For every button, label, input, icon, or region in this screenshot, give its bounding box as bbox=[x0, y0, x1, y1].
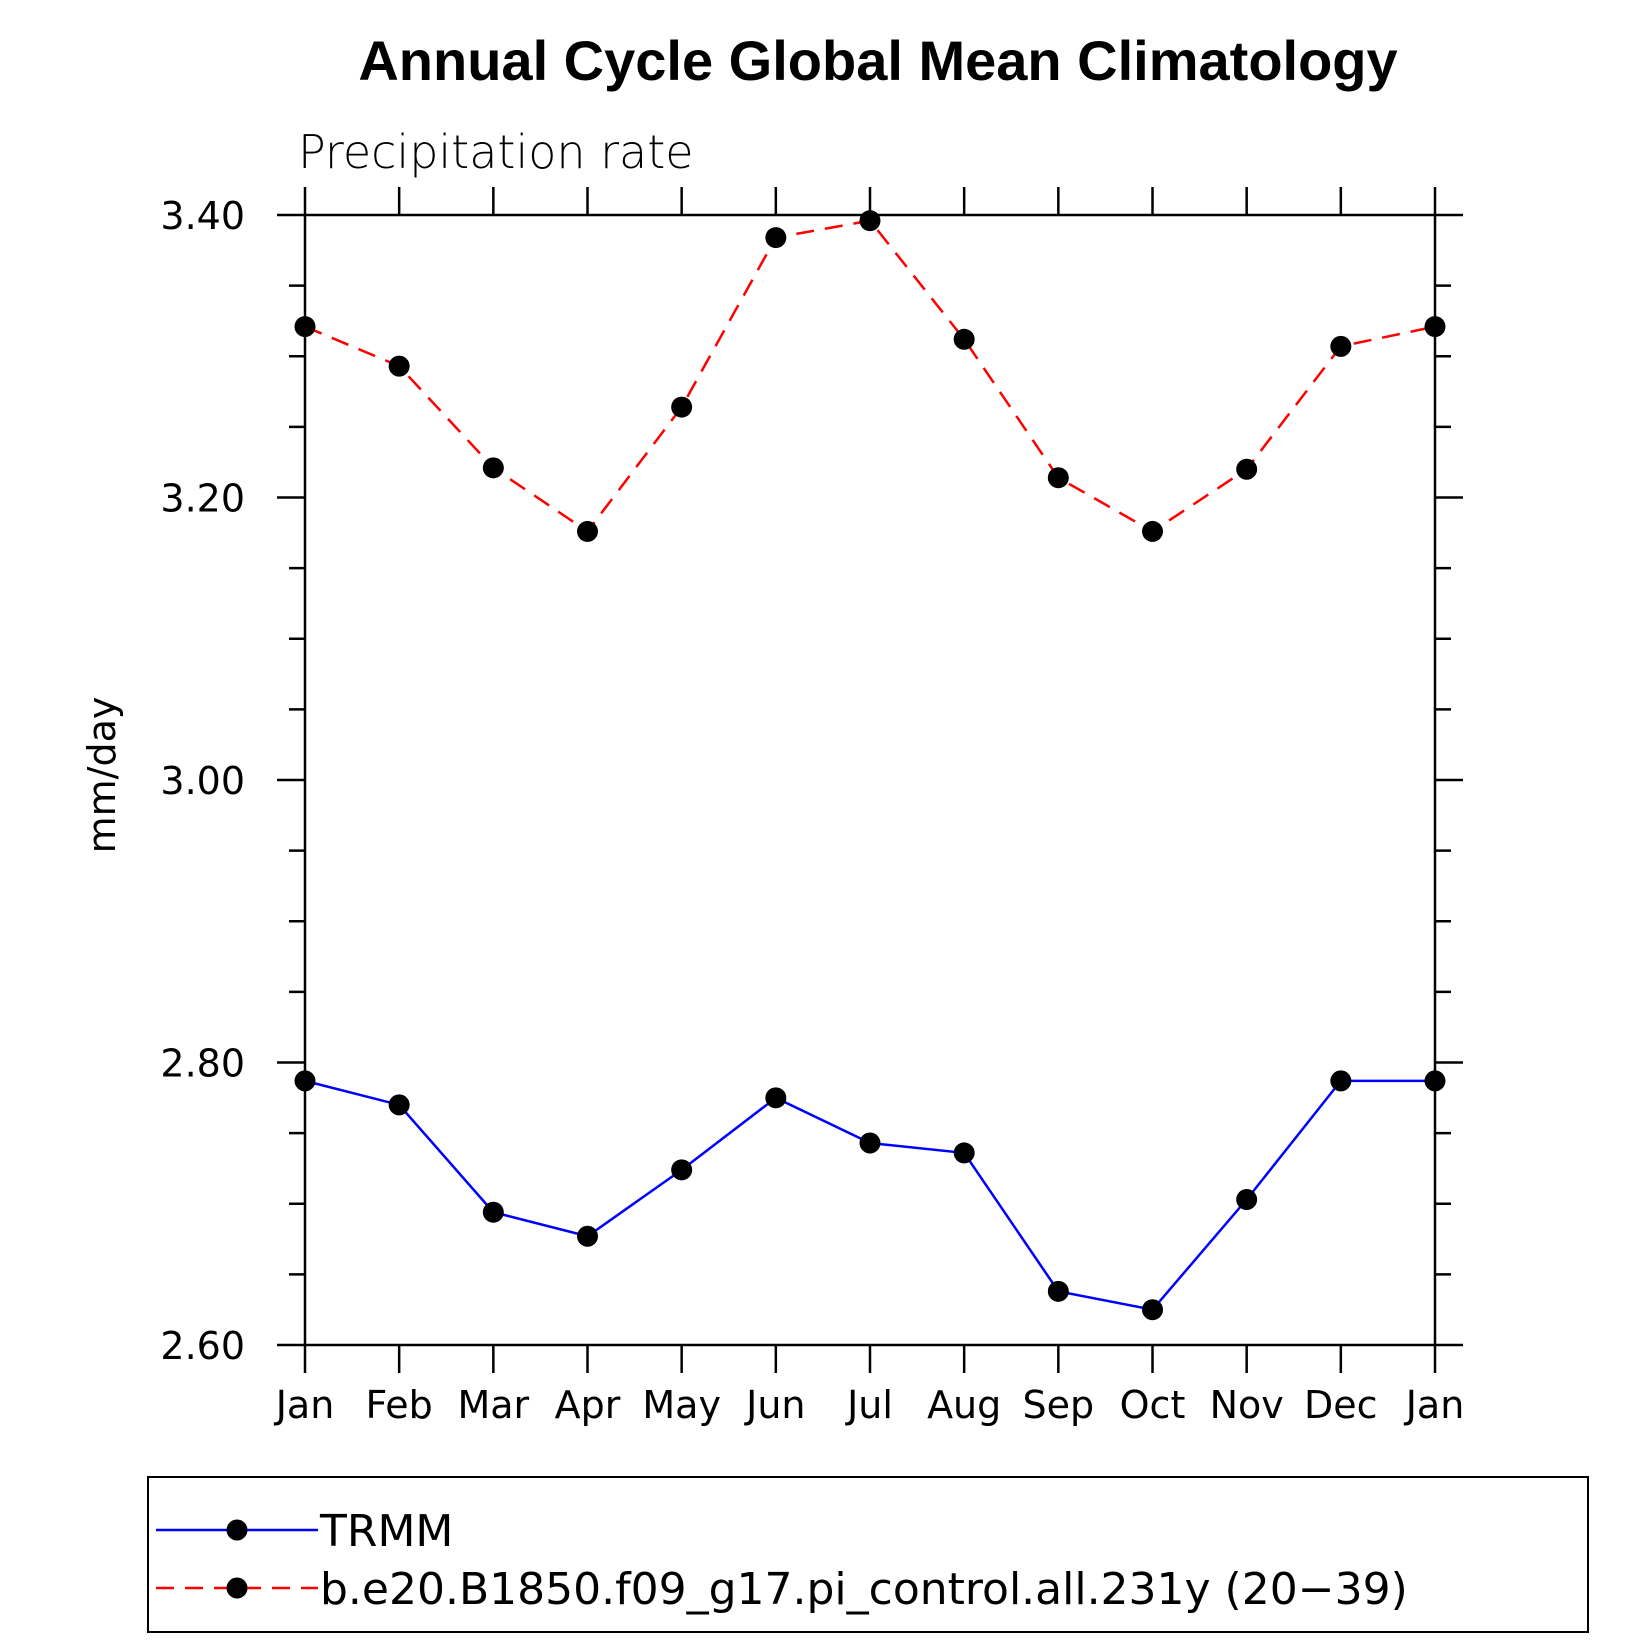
series-2-point bbox=[1424, 316, 1446, 338]
y-tick-label: 2.80 bbox=[160, 1042, 245, 1086]
series-line-2 bbox=[304, 219, 1436, 534]
x-tick-label: Jan bbox=[1404, 1383, 1465, 1427]
series-2-point bbox=[1142, 520, 1163, 542]
y-axis: 2.60 2.80 3.00 3.20 3.40 bbox=[160, 194, 1463, 1368]
x-tick-label: Mar bbox=[457, 1383, 529, 1427]
chart-subtitle: Precipitation rate bbox=[298, 125, 694, 179]
y-axis-label: mm/day bbox=[80, 697, 124, 854]
legend-marker-1 bbox=[226, 1519, 248, 1541]
y-tick-label: 3.20 bbox=[160, 477, 245, 521]
series-2-point bbox=[388, 355, 410, 377]
series-1-point bbox=[294, 1070, 316, 1092]
series-2-point bbox=[859, 210, 881, 232]
series-2-point bbox=[482, 457, 504, 479]
series-group bbox=[294, 210, 1446, 1321]
x-tick-label: May bbox=[642, 1383, 721, 1427]
y-tick-label: 3.40 bbox=[160, 194, 245, 238]
x-tick-label: Aug bbox=[927, 1383, 1001, 1427]
series-1-point bbox=[671, 1159, 693, 1181]
series-1-point bbox=[765, 1087, 787, 1109]
series-2-point bbox=[671, 396, 693, 418]
series-1-point bbox=[1047, 1280, 1069, 1302]
series-2-point bbox=[1047, 467, 1069, 489]
series-2-point bbox=[1330, 335, 1352, 357]
legend-label-1: TRMM bbox=[319, 1506, 453, 1557]
series-1-point bbox=[1424, 1070, 1446, 1092]
x-tick-label: Dec bbox=[1304, 1383, 1378, 1427]
chart-title: Annual Cycle Global Mean Climatology bbox=[358, 29, 1397, 92]
series-1-point bbox=[388, 1094, 410, 1116]
series-1-point bbox=[1142, 1299, 1163, 1321]
series-1-point bbox=[577, 1225, 598, 1247]
series-1-point bbox=[953, 1142, 975, 1164]
x-tick-label: Apr bbox=[555, 1383, 621, 1427]
legend-marker-2 bbox=[226, 1577, 248, 1599]
series-2-point bbox=[577, 520, 598, 542]
x-tick-label: Feb bbox=[366, 1383, 433, 1427]
x-tick-label: Oct bbox=[1120, 1383, 1186, 1427]
series-2-point bbox=[953, 328, 975, 350]
legend-label-2: b.e20.B1850.f09_g17.pi_control.all.231y … bbox=[320, 1564, 1408, 1615]
x-tick-label: Jul bbox=[845, 1383, 893, 1427]
legend-box bbox=[147, 1476, 1589, 1633]
series-1-point bbox=[1330, 1070, 1352, 1092]
x-tick-label: Jan bbox=[274, 1383, 335, 1427]
series-line-1 bbox=[304, 1079, 1435, 1312]
series-1-point bbox=[1236, 1189, 1258, 1211]
x-axis: Jan Feb Mar Apr May Jun Jul Aug Sep Oct Nov Dec Jan bbox=[274, 187, 1465, 1427]
series-2-point bbox=[1236, 458, 1258, 480]
legend: TRMM b.e20.B1850.f09_g17.pi_control.all.2… bbox=[156, 1506, 1408, 1615]
x-tick-label: Sep bbox=[1023, 1383, 1095, 1427]
series-1-point bbox=[482, 1201, 504, 1223]
y-tick-label: 3.00 bbox=[160, 759, 245, 803]
series-2-point bbox=[294, 316, 316, 338]
x-tick-label: Jun bbox=[744, 1383, 805, 1427]
series-2-point bbox=[765, 227, 787, 249]
y-tick-label: 2.60 bbox=[160, 1324, 245, 1368]
series-1-point bbox=[859, 1132, 881, 1154]
x-tick-label: Nov bbox=[1210, 1383, 1284, 1427]
